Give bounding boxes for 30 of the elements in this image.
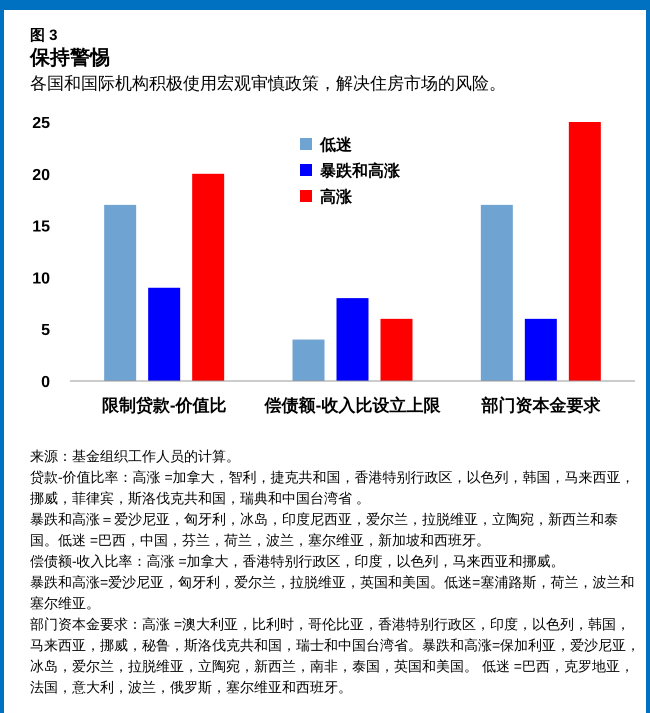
y-tick-label: 15 bbox=[32, 218, 50, 236]
chart-title: 保持警惕 bbox=[30, 46, 110, 71]
x-tick-label: 部门资本金要求 bbox=[480, 396, 602, 415]
text: 暴跌和高涨＝爱沙尼亚，匈牙利，冰岛，印度尼西亚，爱尔兰，拉脱维亚，立陶宛，新西兰和泰国。低迷 =巴西，中国，芬兰，荷兰，波兰，塞尔维亚，新加坡和西班牙。 bbox=[30, 510, 619, 550]
text: 偿债额-收入比率：高涨 =加拿大，香港特别行政区，印度，以色列，马来西亚和挪威。 bbox=[30, 552, 566, 571]
x-tick-label: 偿债额-收入比设立上限 bbox=[264, 396, 442, 415]
y-tick-label: 5 bbox=[41, 322, 50, 340]
y-tick-label: 20 bbox=[32, 166, 50, 184]
bar bbox=[380, 318, 412, 381]
bar bbox=[524, 318, 557, 381]
source-note: 来源：基金组织工作人员的计算。 bbox=[30, 447, 241, 466]
y-tick-label: 10 bbox=[32, 270, 50, 288]
legend-label: 高涨 bbox=[320, 187, 353, 206]
legend-label: 低迷 bbox=[319, 136, 352, 154]
text: 暴跌和高涨=爱沙尼亚，匈牙利，爱尔兰，拉脱维亚，英国和美国。低迷=塞浦路斯，荷兰，波兰和塞尔维亚。 bbox=[30, 573, 636, 613]
text: 部门资本金要求：高涨 =澳大利亚，比利时，哥伦比亚，香港特别行政区，印度，以色列，韩国，马来西亚，挪威，秘鲁，斯洛伐克共和国，瑞士和中国台湾省。暴跌和高涨=保加利亚，爱沙尼亚，冰岛，爱尔兰，拉脱维亚，立陶宛，新西兰，南非，泰国，英国和美国。 低迷 =巴西，克罗地亚，法国，意大利，波兰，俄罗斯，塞尔维亚和西班牙。 bbox=[30, 615, 642, 697]
bar bbox=[480, 204, 513, 381]
caption: 图 3 bbox=[30, 26, 58, 45]
bar bbox=[104, 204, 136, 381]
chart-subtitle: 各国和国际机构积极使用宏观审慎政策，解决住房市场的风险。 bbox=[30, 73, 506, 95]
text: 贷款-价值比率：高涨 =加拿大，智利，捷克共和国，香港特别行政区，以色列，韩国，马来西亚，挪威，菲律宾，斯洛伐克共和国，瑞典和中国台湾省 。 bbox=[30, 468, 636, 508]
y-tick-label: 25 bbox=[32, 115, 50, 132]
legend-label: 暴跌和高涨 bbox=[319, 161, 401, 180]
bar bbox=[292, 340, 324, 381]
y-tick-label: 0 bbox=[41, 374, 50, 391]
bar bbox=[148, 288, 180, 381]
bar bbox=[192, 174, 224, 381]
x-tick-label: 限制贷款-价值比 bbox=[102, 396, 227, 415]
bar bbox=[336, 298, 368, 381]
bar bbox=[568, 122, 601, 381]
